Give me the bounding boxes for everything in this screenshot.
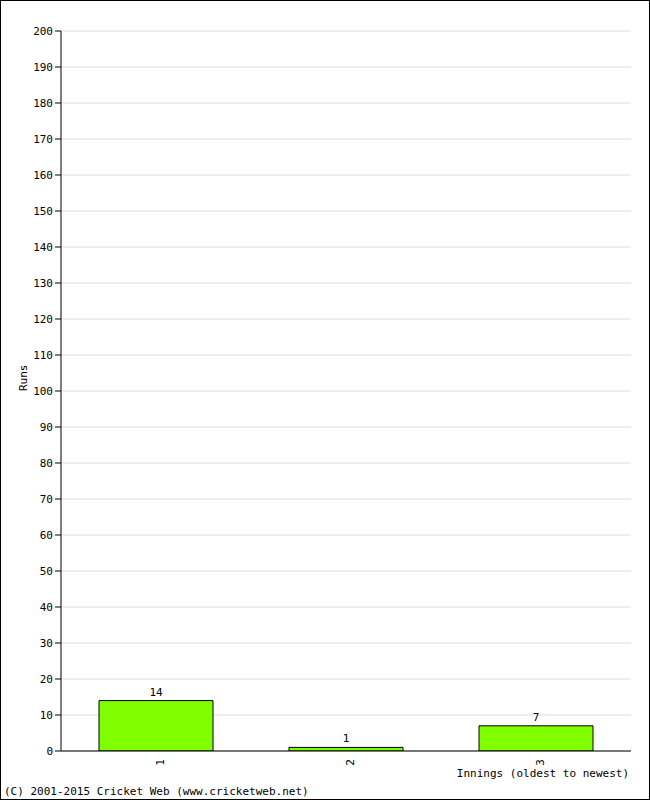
svg-text:110: 110 — [33, 349, 53, 362]
svg-text:140: 140 — [33, 241, 53, 254]
svg-text:50: 50 — [40, 565, 53, 578]
svg-text:0: 0 — [46, 745, 53, 758]
svg-text:100: 100 — [33, 385, 53, 398]
svg-text:7: 7 — [533, 711, 540, 724]
svg-text:90: 90 — [40, 421, 53, 434]
svg-text:Runs: Runs — [17, 365, 30, 392]
svg-text:190: 190 — [33, 61, 53, 74]
html-text:Innings (oldest to newest): Innings (oldest to newest) — [456, 767, 629, 780]
svg-text:70: 70 — [40, 493, 53, 506]
svg-text:160: 160 — [33, 169, 53, 182]
svg-text:1: 1 — [343, 732, 350, 745]
svg-text:130: 130 — [33, 277, 53, 290]
svg-text:80: 80 — [40, 457, 53, 470]
svg-text:14: 14 — [149, 686, 163, 699]
svg-text:180: 180 — [33, 97, 53, 110]
svg-text:170: 170 — [33, 133, 53, 146]
svg-text:1: 1 — [154, 759, 167, 766]
svg-text:120: 120 — [33, 313, 53, 326]
html-text:(C) 2001-2015 Cricket Web (www: (C) 2001-2015 Cricket Web (www.cricketwe… — [4, 785, 309, 798]
svg-text:150: 150 — [33, 205, 53, 218]
svg-text:10: 10 — [40, 709, 53, 722]
svg-text:200: 200 — [33, 25, 53, 38]
svg-text:30: 30 — [40, 637, 53, 650]
svg-text:2: 2 — [344, 759, 357, 766]
svg-text:40: 40 — [40, 601, 53, 614]
svg-text:20: 20 — [40, 673, 53, 686]
svg-text:60: 60 — [40, 529, 53, 542]
svg-text:3: 3 — [534, 759, 547, 766]
